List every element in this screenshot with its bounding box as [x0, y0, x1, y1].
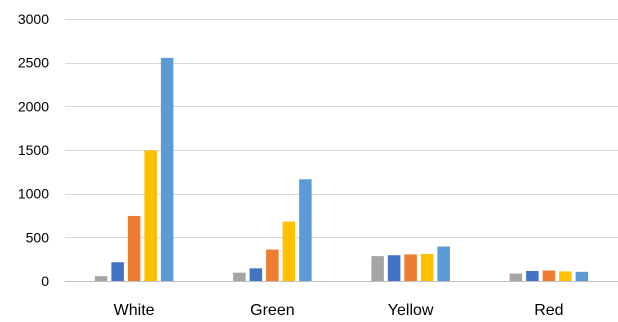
bar [371, 256, 384, 281]
bar [160, 57, 174, 281]
x-axis-labels: White Green Yellow Red [114, 302, 564, 319]
y-tick-label: 1000 [18, 186, 49, 202]
bar [94, 276, 108, 281]
y-tick-label: 0 [41, 273, 49, 289]
bar [526, 270, 539, 281]
bar [111, 262, 124, 281]
bar [404, 254, 417, 281]
bar [127, 215, 141, 281]
bar [542, 270, 556, 281]
x-category-label: Green [250, 302, 294, 319]
bar [249, 268, 263, 281]
x-category-label: Red [534, 302, 563, 319]
y-tick-label: 500 [26, 229, 50, 245]
bar [575, 271, 589, 281]
x-category-label: White [114, 302, 155, 319]
bar [233, 272, 246, 281]
y-tick-label: 1500 [18, 142, 49, 158]
bar [559, 271, 572, 281]
bar [282, 221, 296, 281]
bar [387, 255, 401, 281]
bar [144, 150, 157, 281]
bar [266, 249, 279, 281]
bars-layer [94, 57, 589, 281]
y-tick-label: 2000 [18, 98, 49, 114]
y-axis-labels: 0 500 1000 1500 2000 2500 3000 [18, 11, 49, 289]
grid-layer [65, 19, 618, 282]
y-tick-label: 2500 [18, 55, 49, 71]
y-tick-label: 3000 [18, 11, 49, 27]
bar [509, 273, 523, 281]
bar [420, 253, 434, 281]
x-category-label: Yellow [388, 302, 434, 319]
bar [299, 179, 312, 281]
bar [437, 246, 450, 281]
